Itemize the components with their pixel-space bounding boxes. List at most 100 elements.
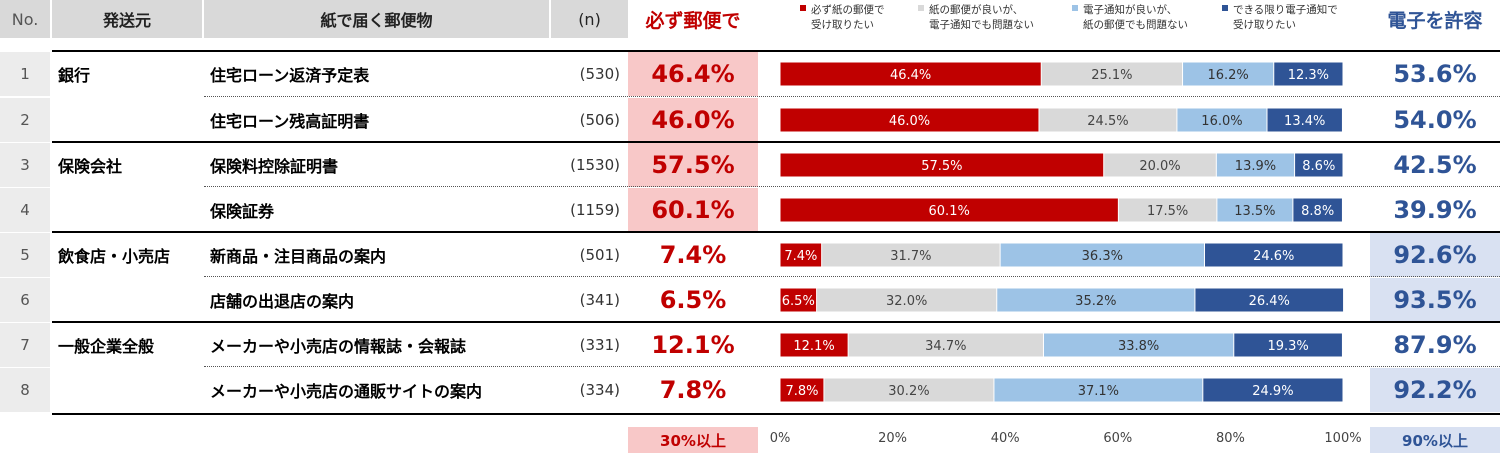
- bar-segment: [1293, 198, 1342, 222]
- must-mail-value: 60.1%: [628, 188, 758, 232]
- row-divider: [204, 96, 1500, 97]
- legend-line-2: 紙の郵便でも問題ない: [1083, 19, 1188, 31]
- row-number: 7: [0, 323, 50, 367]
- x-tick-label: 40%: [990, 431, 1020, 446]
- must-mail-value: 7.8%: [659, 376, 727, 404]
- bar-data-label: 33.8%: [1118, 339, 1159, 354]
- bar-data-label: 13.9%: [1235, 159, 1276, 174]
- allow-electronic-value: 87.9%: [1393, 331, 1477, 359]
- bar-segment: [780, 153, 1104, 177]
- must-mail-value: 57.5%: [628, 143, 758, 187]
- bar-data-label: 57.5%: [921, 159, 962, 174]
- legend-item: 電子通知が良いが、 紙の郵便でも問題ない: [1072, 3, 1188, 33]
- bar-segment: [1039, 108, 1177, 132]
- x-tick-label: 20%: [878, 431, 908, 446]
- sample-size: (1159): [570, 201, 620, 219]
- sample-size: (506): [579, 111, 620, 129]
- bar-segment: [780, 288, 817, 312]
- bar-data-label: 19.3%: [1267, 339, 1308, 354]
- row-number: 2: [0, 98, 50, 142]
- bar-data-label: 20.0%: [1139, 159, 1180, 174]
- bar-segment: [1177, 108, 1267, 132]
- row-number: 1: [0, 52, 50, 96]
- header-n: (n): [551, 0, 628, 38]
- sample-size: (1530): [570, 156, 620, 174]
- group-divider: [52, 141, 1500, 143]
- legend-line-1: 紙の郵便が良いが、: [918, 3, 1034, 18]
- mail-item-name: 新商品・注目商品の案内: [210, 247, 387, 266]
- row-number: 4: [0, 188, 50, 232]
- x-tick-label: 100%: [1324, 431, 1362, 446]
- bar-segment: [780, 333, 848, 357]
- row-number: 5: [0, 233, 50, 277]
- must-mail-value: 7.4%: [659, 241, 727, 269]
- bar-data-label: 17.5%: [1147, 204, 1188, 219]
- bar-data-label: 13.5%: [1234, 204, 1275, 219]
- legend-line-1: できる限り電子通知で: [1222, 3, 1338, 18]
- row-divider: [204, 366, 1500, 367]
- row-divider: [204, 186, 1500, 187]
- group-divider: [52, 231, 1500, 233]
- footer-allow-threshold: 90%以上: [1370, 427, 1500, 453]
- mail-item-name: 保険証券: [210, 202, 275, 221]
- sample-size: (334): [579, 381, 620, 399]
- legend-line-1: 必ず紙の郵便で: [800, 3, 885, 18]
- legend-swatch-icon: [918, 5, 924, 11]
- row-number: 3: [0, 143, 50, 187]
- legend-line-2: 電子通知でも問題ない: [929, 19, 1034, 31]
- must-mail-value: 6.5%: [659, 286, 727, 314]
- bar-data-label: 46.0%: [889, 114, 930, 129]
- bar-data-label: 35.2%: [1075, 294, 1116, 309]
- bar-segment: [1118, 198, 1217, 222]
- row-divider: [204, 276, 1500, 277]
- legend-line-2: 受け取りたい: [1233, 19, 1296, 31]
- legend-line-1: 電子通知が良いが、: [1072, 3, 1188, 18]
- legend-text: 必ず紙の郵便で: [811, 4, 885, 16]
- bar-segment: [780, 198, 1118, 222]
- bar-segment: [1274, 62, 1343, 86]
- sample-size: (530): [579, 65, 620, 83]
- bar-segment: [1104, 153, 1216, 177]
- bar-segment: [1234, 333, 1342, 357]
- legend-swatch-icon: [1222, 5, 1228, 11]
- x-tick-label: 0%: [769, 431, 791, 446]
- bar-data-label: 30.2%: [888, 384, 929, 399]
- group-divider: [52, 50, 1500, 52]
- header-sender: 発送元: [52, 0, 202, 38]
- header-no: No.: [0, 0, 50, 38]
- bar-segment: [1217, 198, 1293, 222]
- must-mail-value: 12.1%: [651, 331, 735, 359]
- bar-data-label: 60.1%: [929, 204, 970, 219]
- sender-name: 銀行: [58, 66, 91, 85]
- legend-item: 紙の郵便が良いが、 電子通知でも問題ない: [918, 3, 1034, 33]
- bar-data-label: 24.9%: [1252, 384, 1293, 399]
- allow-electronic-value: 92.2%: [1370, 368, 1500, 412]
- group-divider: [52, 413, 1500, 415]
- bar-segment: [1041, 62, 1183, 86]
- bar-data-label: 36.3%: [1082, 249, 1123, 264]
- bar-segment: [1183, 62, 1274, 86]
- x-tick-label: 60%: [1103, 431, 1133, 446]
- bar-segment: [822, 243, 1000, 267]
- bar-data-label: 31.7%: [890, 249, 931, 264]
- mail-item-name: 保険料控除証明書: [210, 157, 339, 176]
- legend-text: できる限り電子通知で: [1233, 4, 1338, 16]
- allow-electronic-value: 54.0%: [1393, 106, 1477, 134]
- bar-segment: [1000, 243, 1205, 267]
- bar-segment: [848, 333, 1043, 357]
- must-mail-value: 46.0%: [628, 98, 758, 142]
- allow-electronic-value: 53.6%: [1393, 60, 1477, 88]
- bar-segment: [1203, 378, 1343, 402]
- sample-size: (331): [579, 336, 620, 354]
- mail-item-name: 住宅ローン残高証明書: [210, 112, 370, 131]
- sender-name: 保険会社: [58, 157, 123, 176]
- bar-segment: [1295, 153, 1343, 177]
- legend-item: 必ず紙の郵便で 受け取りたい: [800, 3, 885, 33]
- legend-text: 電子通知が良いが、: [1083, 4, 1178, 16]
- header-item: 紙で届く郵便物: [204, 0, 549, 38]
- bar-data-label: 24.5%: [1087, 114, 1128, 129]
- mail-item-name: 住宅ローン返済予定表: [210, 66, 370, 85]
- legend-swatch-icon: [800, 5, 806, 11]
